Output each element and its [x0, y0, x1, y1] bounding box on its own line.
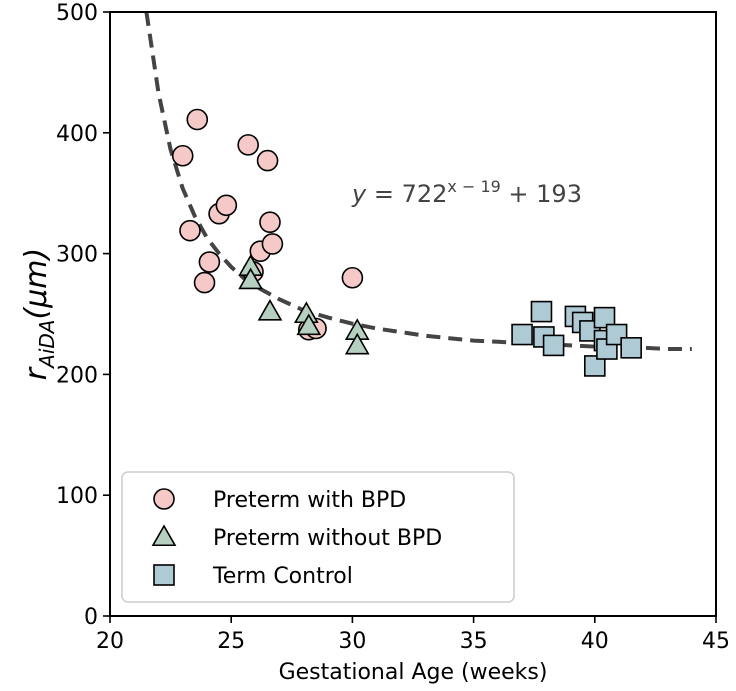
- no-bpd-point: [238, 267, 263, 290]
- legend-square-icon: [153, 564, 175, 586]
- y-tick-label: 100: [56, 484, 98, 509]
- bpd-point: [215, 194, 238, 217]
- y-tick-label: 200: [56, 363, 98, 388]
- x-tick-label: 35: [460, 629, 488, 654]
- plot-frame: [109, 11, 717, 617]
- y-tick-label: 400: [56, 122, 98, 147]
- bpd-point: [341, 266, 364, 289]
- x-tick-label: 30: [338, 629, 366, 654]
- y-tick-label: 500: [56, 1, 98, 26]
- bpd-point: [237, 134, 259, 156]
- term-control-point: [583, 355, 606, 377]
- bpd-point: [198, 251, 221, 273]
- bpd-point: [261, 233, 284, 255]
- y-tick-label: 0: [84, 605, 98, 630]
- legend-triangle-icon: [151, 524, 177, 547]
- term-control-point: [511, 323, 533, 346]
- no-bpd-point: [344, 332, 370, 355]
- bpd-point: [171, 144, 194, 167]
- bpd-point: [186, 108, 209, 131]
- fit-equation-annotation: y = 722x − 19 + 193: [351, 177, 582, 208]
- x-tick-label: 40: [581, 629, 609, 654]
- y-tick-label: 300: [56, 243, 98, 268]
- legend-circle-icon: [153, 488, 175, 510]
- term-control-point: [530, 300, 553, 323]
- legend: Preterm with BPD Preterm without BPD Term …: [121, 471, 515, 603]
- bpd-point: [193, 271, 216, 294]
- no-bpd-point: [296, 313, 322, 336]
- y-axis-label: rAiDA(μm): [19, 248, 59, 380]
- no-bpd-point: [257, 298, 283, 321]
- legend-label: Preterm without BPD: [213, 526, 442, 551]
- bpd-point: [259, 211, 281, 233]
- term-control-point: [542, 334, 565, 357]
- legend-box: [121, 471, 515, 603]
- bpd-point: [256, 149, 279, 172]
- term-control-point: [593, 306, 616, 329]
- x-tick-label: 20: [96, 629, 124, 654]
- x-tick-label: 25: [217, 629, 245, 654]
- legend-label: Term Control: [212, 564, 353, 589]
- legend-label: Preterm with BPD: [213, 488, 406, 513]
- fit-curve-line: [144, 11, 692, 351]
- bpd-point: [179, 219, 201, 242]
- term-control-point: [620, 337, 642, 359]
- x-axis-label: Gestational Age (weeks): [279, 660, 548, 685]
- x-tick-label: 45: [702, 629, 730, 654]
